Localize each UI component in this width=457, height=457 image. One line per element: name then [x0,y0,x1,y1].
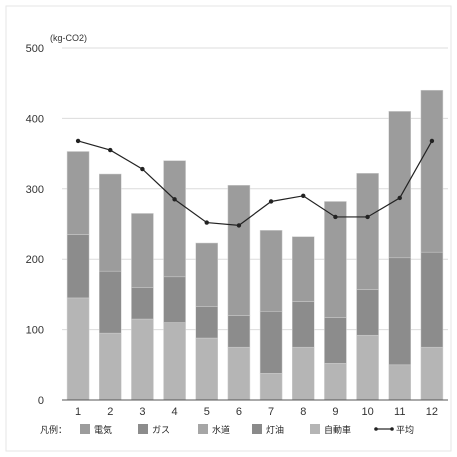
grid [62,47,448,331]
bar-segment [195,337,218,401]
average-point [301,193,306,199]
bar-segment [356,173,379,290]
x-tick-label: 10 [361,406,373,418]
legend-label: 灯油 [266,424,284,436]
legend-swatch [138,424,148,434]
average-point [268,199,274,204]
legend: 凡例： 電気 ガス 水道 灯油 自動車 平均 [40,424,414,436]
bar-segment [66,297,90,401]
average-point [75,138,81,144]
bar-segment [292,346,315,401]
bar-segment [163,276,186,323]
bar-segment [388,257,411,366]
bar-segment [420,89,444,253]
legend-swatch [310,424,320,434]
average-point [108,147,113,153]
legend-swatch [252,424,262,434]
y-tick-label: 500 [26,43,44,55]
bar-segment [227,346,251,401]
bar-segment [356,289,379,336]
x-tick-label: 5 [204,406,210,418]
unit-label: (kg-CO2) [50,33,87,43]
bar-segment [324,317,347,364]
legend-label: 水道 [212,424,230,436]
bar-segment [388,111,411,259]
bar-segment [163,322,186,401]
x-axis-ticks: 1 2 3 4 5 6 7 8 9 10 11 12 [75,406,438,418]
bar-segment [99,173,122,272]
legend-prefix: 凡例： [40,424,67,436]
average-point [397,195,402,201]
y-tick-label: 100 [26,325,44,337]
legend-label: 自動車 [324,424,351,436]
bar-segment [99,270,122,334]
legend-line-marker [390,427,394,431]
bar-segment [227,315,251,348]
average-point [172,197,177,202]
bars [66,89,444,401]
average-point [140,166,145,172]
legend-swatch [80,424,90,434]
x-tick-label: 7 [268,406,274,418]
bar-segment [131,318,154,401]
x-tick-label: 8 [300,406,306,418]
bar-segment [163,160,186,278]
legend-line-marker [374,427,378,431]
x-tick-label: 3 [139,406,145,418]
x-tick-label: 4 [172,406,178,418]
bar-segment [66,151,90,235]
bar-segment [195,306,218,339]
x-tick-label: 11 [394,406,405,418]
bar-segment [420,251,444,348]
bar-segment [227,185,251,316]
legend-label: ガス [152,425,170,436]
bar-segment [356,334,379,401]
y-tick-label: 300 [26,184,44,196]
x-tick-label: 12 [426,406,438,418]
bar-segment [259,372,283,401]
average-line [75,138,435,228]
bar-segment [131,287,154,320]
bar-segment [99,332,122,401]
y-tick-label: 0 [38,395,44,407]
y-tick-label: 400 [26,113,44,125]
bar-segment [420,346,444,401]
x-tick-label: 1 [75,406,81,418]
average-point [365,214,370,220]
legend-swatch [198,424,208,434]
bar-segment [324,363,347,401]
average-point [236,223,242,228]
bar-segment [259,311,283,374]
legend-label: 平均 [396,424,414,436]
bar-segment [292,301,315,348]
bar-segment [195,242,218,307]
y-axis-ticks: 0 100 200 300 400 500 [26,43,44,407]
bar-segment [292,236,315,302]
y-tick-label: 200 [26,254,44,266]
bar-segment [259,230,283,312]
average-line-path [77,140,433,227]
average-point [333,214,338,220]
legend-label: 電気 [94,424,112,436]
x-tick-label: 6 [236,406,242,418]
average-point [204,220,209,225]
average-point [429,138,435,144]
bar-segment [66,234,90,299]
x-tick-label: 9 [332,406,338,418]
x-tick-label: 2 [107,406,113,418]
bar-segment [131,213,154,288]
bar-segment [388,364,411,401]
bar-segment [324,201,347,318]
